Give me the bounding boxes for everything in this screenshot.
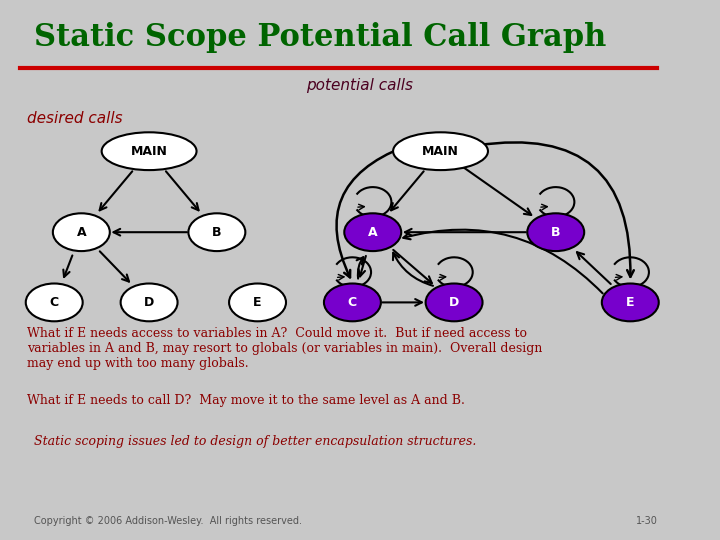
Text: A: A xyxy=(368,226,377,239)
Text: potential calls: potential calls xyxy=(306,78,413,93)
FancyArrowPatch shape xyxy=(391,171,423,210)
Text: B: B xyxy=(551,226,560,239)
FancyArrowPatch shape xyxy=(405,229,526,235)
Text: Copyright © 2006 Addison-Wesley.  All rights reserved.: Copyright © 2006 Addison-Wesley. All rig… xyxy=(34,516,302,526)
Ellipse shape xyxy=(527,213,584,251)
Text: B: B xyxy=(212,226,222,239)
FancyArrowPatch shape xyxy=(336,147,404,278)
Text: C: C xyxy=(50,296,59,309)
Ellipse shape xyxy=(189,213,246,251)
Text: What if E needs to call D?  May move it to the same level as A and B.: What if E needs to call D? May move it t… xyxy=(27,394,465,407)
Text: Static Scope Potential Call Graph: Static Scope Potential Call Graph xyxy=(34,22,606,52)
Text: Static scoping issues led to design of better encapsulation structures.: Static scoping issues led to design of b… xyxy=(34,435,476,448)
Text: D: D xyxy=(449,296,459,309)
FancyArrowPatch shape xyxy=(166,171,199,210)
Ellipse shape xyxy=(102,132,197,170)
FancyArrowPatch shape xyxy=(99,171,132,210)
FancyArrowPatch shape xyxy=(393,250,432,283)
FancyArrowPatch shape xyxy=(382,299,422,306)
FancyArrowPatch shape xyxy=(100,251,129,281)
Ellipse shape xyxy=(324,284,381,321)
Ellipse shape xyxy=(26,284,83,321)
Text: What if E needs access to variables in A?  Could move it.  But if need access to: What if E needs access to variables in A… xyxy=(27,327,542,370)
FancyArrowPatch shape xyxy=(114,229,187,235)
FancyArrowPatch shape xyxy=(577,252,611,284)
FancyArrowPatch shape xyxy=(63,255,72,277)
Text: MAIN: MAIN xyxy=(422,145,459,158)
Text: E: E xyxy=(253,296,262,309)
FancyArrowPatch shape xyxy=(477,143,634,277)
FancyArrowPatch shape xyxy=(463,167,531,215)
Text: MAIN: MAIN xyxy=(130,145,168,158)
FancyArrowPatch shape xyxy=(359,256,366,276)
Ellipse shape xyxy=(344,213,401,251)
Ellipse shape xyxy=(229,284,286,321)
Text: E: E xyxy=(626,296,634,309)
FancyArrowPatch shape xyxy=(356,257,364,279)
Ellipse shape xyxy=(53,213,109,251)
FancyArrowPatch shape xyxy=(393,253,433,286)
Ellipse shape xyxy=(426,284,482,321)
Ellipse shape xyxy=(121,284,178,321)
Text: 1-30: 1-30 xyxy=(636,516,657,526)
FancyArrowPatch shape xyxy=(403,230,603,293)
Text: A: A xyxy=(76,226,86,239)
Text: C: C xyxy=(348,296,357,309)
Ellipse shape xyxy=(393,132,488,170)
Text: desired calls: desired calls xyxy=(27,111,122,126)
Ellipse shape xyxy=(602,284,659,321)
Text: D: D xyxy=(144,296,154,309)
